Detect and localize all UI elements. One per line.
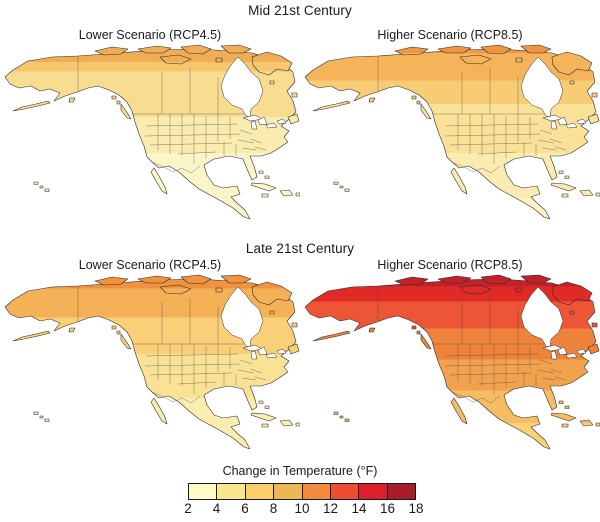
colorbar-title: Change in Temperature (°F) — [222, 464, 378, 478]
colorbar-tick: 16 — [379, 501, 396, 516]
colorbar-tick: 10 — [294, 501, 310, 516]
colorbar-segment — [386, 483, 416, 500]
colorbar-segment — [244, 483, 275, 500]
colorbar-tick: 6 — [241, 501, 249, 516]
colorbar-segment — [301, 483, 331, 500]
panel-label-late-higher: Higher Scenario (RCP8.5) — [377, 258, 523, 272]
map-late-higher-rcp85 — [304, 274, 600, 450]
panel-label-mid-higher: Higher Scenario (RCP8.5) — [377, 28, 523, 42]
colorbar-segment — [188, 483, 218, 500]
map-mid-lower-rcp45 — [4, 44, 300, 220]
colorbar-segment — [273, 483, 303, 500]
section-title-mid-century: Mid 21st Century — [248, 3, 352, 18]
colorbar-tick: 8 — [269, 501, 278, 516]
continent-shape — [304, 274, 600, 450]
colorbar-tick: 12 — [322, 501, 339, 516]
panel-label-mid-lower: Lower Scenario (RCP4.5) — [78, 28, 222, 42]
colorbar-segment — [216, 483, 246, 500]
colorbar-segment — [329, 483, 360, 500]
map-late-lower-rcp45 — [4, 274, 300, 450]
panel-label-late-lower: Lower Scenario (RCP4.5) — [78, 258, 222, 272]
map-mid-higher-rcp85 — [304, 44, 600, 220]
colorbar-tick: 4 — [212, 501, 221, 516]
colorbar-tick: 2 — [184, 501, 192, 516]
colorbar-segment — [358, 483, 388, 500]
continent-shape — [4, 274, 300, 450]
continent-shape — [4, 44, 300, 220]
continent-shape — [304, 44, 600, 220]
colorbar — [188, 483, 416, 500]
colorbar-tick: 18 — [408, 501, 424, 516]
colorbar-tick: 14 — [351, 501, 367, 516]
section-title-late-century: Late 21st Century — [245, 241, 355, 256]
colorbar-ticks: 2 4 6 8 10 12 14 16 18 — [184, 501, 423, 517]
